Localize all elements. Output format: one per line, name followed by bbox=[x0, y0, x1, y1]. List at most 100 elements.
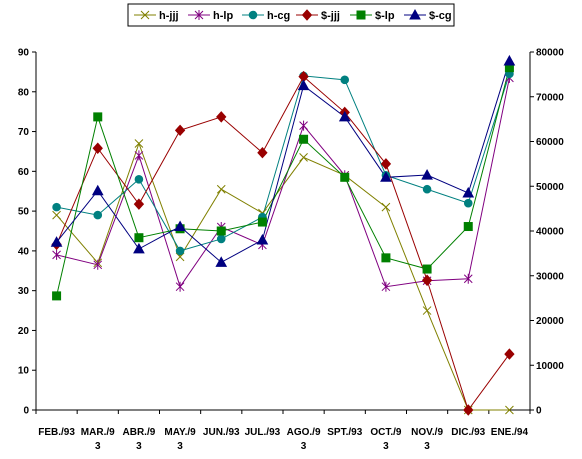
series-line-$-jjj bbox=[56, 75, 510, 412]
legend-label: $-lp bbox=[375, 10, 395, 22]
legend-marker-$-lp bbox=[356, 10, 366, 20]
left-tick-label: 0 bbox=[23, 406, 29, 417]
data-point-$-cg bbox=[421, 169, 433, 180]
x-category-label: 3 bbox=[177, 441, 183, 452]
data-point-h-cg bbox=[93, 210, 103, 220]
data-point-$-lp bbox=[52, 291, 62, 301]
data-point-$-jjj bbox=[92, 142, 103, 154]
data-point-h-cg bbox=[463, 198, 473, 208]
legend: h-jjj h-lp h-cg $-jjj $-lp $-cg bbox=[134, 8, 452, 22]
data-point-$-lp bbox=[463, 222, 473, 232]
data-point-h-cg bbox=[340, 75, 350, 85]
right-tick-label: 0 bbox=[536, 406, 542, 417]
x-category-label: JUL./93 bbox=[245, 427, 281, 438]
left-tick-label: 40 bbox=[18, 246, 30, 257]
x-category-label: ABR./9 bbox=[123, 427, 156, 438]
left-tick-label: 90 bbox=[18, 48, 30, 59]
data-point-$-jjj bbox=[174, 124, 186, 137]
data-point-h-lp bbox=[299, 120, 308, 131]
series-line-h-jjj bbox=[56, 141, 510, 411]
data-point-$-cg bbox=[380, 171, 392, 182]
legend-marker-h-jjj bbox=[140, 10, 150, 20]
x-category-label: 3 bbox=[424, 441, 430, 452]
x-category-label: JUN./93 bbox=[203, 427, 240, 438]
left-tick-label: 60 bbox=[18, 167, 30, 178]
left-tick-label: 30 bbox=[18, 286, 30, 297]
data-point-h-lp bbox=[134, 150, 144, 161]
data-point-$-lp bbox=[257, 217, 267, 227]
legend-marker-h-lp bbox=[194, 10, 204, 20]
data-point-$-cg bbox=[256, 233, 269, 245]
data-point-$-jjj bbox=[380, 158, 392, 170]
legend-label: h-cg bbox=[267, 10, 290, 22]
x-category-label: OCT./9 bbox=[370, 427, 402, 438]
data-point-h-jjj bbox=[381, 202, 391, 212]
data-point-$-lp bbox=[93, 112, 103, 122]
data-point-h-lp bbox=[93, 259, 103, 270]
data-point-$-lp bbox=[299, 134, 309, 144]
x-category-label: 3 bbox=[301, 441, 307, 452]
right-axis-ticks: 0 10000 20000 30000 40000 50000 60000 70000 8000… bbox=[530, 48, 564, 417]
x-axis-ticks: FEB./93 MAR./9 3 ABR./9 3 MAY./9 3 JUN./93 JUL./… bbox=[35, 410, 531, 452]
right-tick-label: 40000 bbox=[536, 227, 564, 238]
data-point-$-jjj bbox=[257, 146, 268, 159]
series-line-h-cg bbox=[56, 73, 510, 252]
data-point-$-cg bbox=[91, 184, 104, 196]
left-axis-ticks: 0 10 20 30 40 50 60 70 80 90 bbox=[18, 48, 36, 417]
left-tick-label: 80 bbox=[18, 87, 30, 98]
data-point-h-cg bbox=[175, 246, 185, 256]
series-lines bbox=[56, 60, 510, 412]
data-point-$-jjj bbox=[421, 274, 433, 286]
x-category-label: AGO./9 bbox=[287, 427, 321, 438]
data-point-$-lp bbox=[422, 264, 432, 274]
series-line-$-cg bbox=[56, 60, 510, 263]
right-tick-label: 60000 bbox=[536, 137, 564, 148]
right-tick-label: 10000 bbox=[536, 361, 564, 372]
data-point-h-jjj bbox=[422, 306, 432, 315]
right-tick-label: 30000 bbox=[536, 271, 564, 282]
x-category-label: DIC./93 bbox=[451, 427, 485, 438]
left-tick-label: 10 bbox=[18, 366, 30, 377]
data-point-h-lp bbox=[463, 273, 473, 284]
data-point-h-cg bbox=[134, 174, 144, 184]
legend-label: $-cg bbox=[429, 10, 452, 22]
data-point-h-lp bbox=[381, 281, 391, 292]
data-point-$-cg bbox=[297, 79, 310, 91]
data-point-$-jjj bbox=[463, 404, 474, 416]
data-point-h-lp bbox=[52, 249, 61, 260]
data-point-$-cg bbox=[50, 236, 63, 247]
data-point-h-cg bbox=[52, 202, 61, 212]
x-category-label: NOV./9 bbox=[411, 427, 443, 438]
legend-marker-h-cg bbox=[248, 10, 258, 20]
x-category-label: MAY./9 bbox=[164, 427, 196, 438]
right-tick-label: 20000 bbox=[536, 316, 564, 327]
data-point-$-jjj bbox=[504, 348, 515, 360]
series-line-$-lp bbox=[56, 67, 510, 296]
data-point-$-jjj bbox=[133, 198, 145, 210]
x-category-label: FEB./93 bbox=[38, 427, 75, 438]
data-point-$-cg bbox=[215, 256, 228, 267]
data-point-$-cg bbox=[133, 242, 145, 254]
x-category-label: SPT./93 bbox=[327, 427, 362, 438]
data-point-$-cg bbox=[462, 186, 475, 198]
right-tick-label: 50000 bbox=[536, 182, 564, 193]
data-point-h-lp bbox=[175, 281, 185, 292]
series-line-h-lp bbox=[56, 77, 510, 288]
left-tick-label: 50 bbox=[18, 207, 30, 218]
data-point-$-jjj bbox=[216, 111, 227, 123]
legend-box bbox=[127, 3, 455, 27]
data-point-$-cg bbox=[503, 54, 516, 66]
left-tick-label: 70 bbox=[18, 127, 30, 138]
legend-label: h-lp bbox=[213, 10, 233, 22]
data-point-h-jjj bbox=[52, 210, 61, 220]
data-point-$-lp bbox=[134, 233, 144, 243]
data-point-$-cg bbox=[174, 220, 186, 232]
right-tick-label: 70000 bbox=[536, 92, 564, 103]
data-point-$-lp bbox=[216, 226, 226, 236]
legend-label: $-jjj bbox=[321, 10, 340, 22]
data-point-$-cg bbox=[338, 110, 351, 122]
legend-marker-$-jjj bbox=[301, 9, 313, 21]
data-point-h-jjj bbox=[299, 153, 308, 162]
data-point-$-lp bbox=[340, 172, 350, 182]
